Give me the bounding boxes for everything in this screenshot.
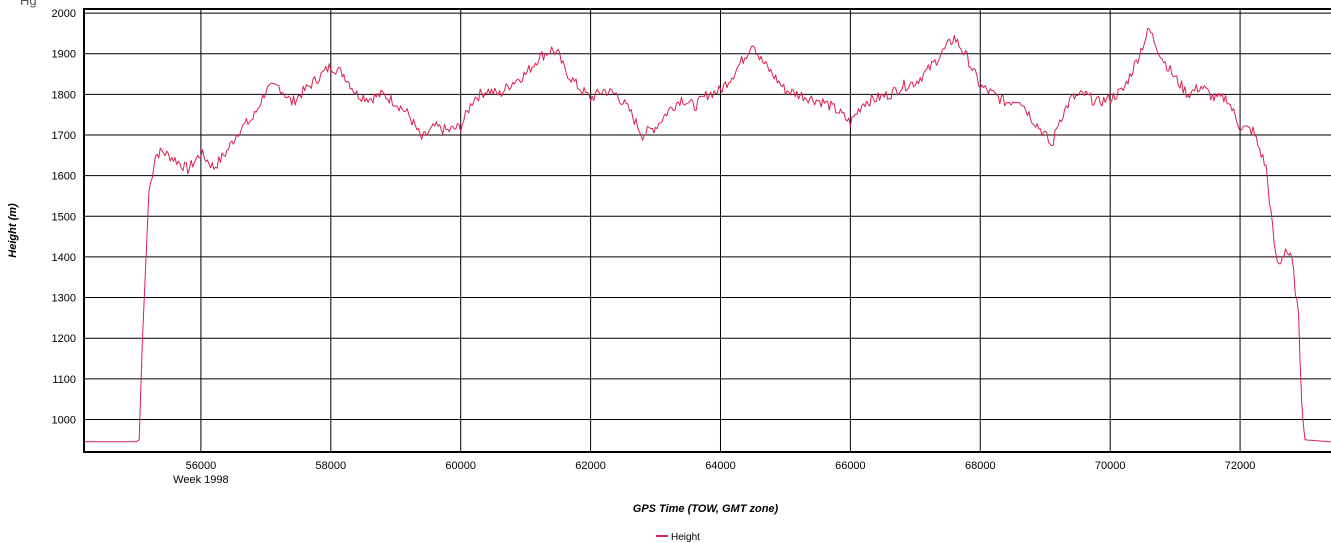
y-tick-label: 1400 xyxy=(52,252,76,264)
x-tick-label: 68000 xyxy=(965,460,996,472)
series-line-height xyxy=(84,28,1331,443)
x-tick-label: 64000 xyxy=(705,460,736,472)
y-tick-label: 1200 xyxy=(52,333,76,345)
y-tick-label: 1700 xyxy=(52,130,76,142)
corner-title-fragment: Hg xyxy=(20,0,37,8)
x-axis-week-label: Week 1998 xyxy=(173,474,228,486)
y-tick-label: 1900 xyxy=(52,49,76,61)
x-axis-title: GPS Time (TOW, GMT zone) xyxy=(633,503,779,515)
x-tick-label: 58000 xyxy=(316,460,347,472)
y-tick-label: 1000 xyxy=(52,414,76,426)
y-tick-label: 1600 xyxy=(52,171,76,183)
x-axis-ticks: 56000 58000 60000 62000 64000 66000 68000 70000… xyxy=(186,460,1256,472)
legend: Height xyxy=(656,532,700,543)
y-tick-label: 1100 xyxy=(52,374,76,386)
y-axis-title: Height (m) xyxy=(7,203,19,258)
y-tick-label: 1300 xyxy=(52,293,76,305)
legend-label-height: Height xyxy=(671,532,700,543)
x-tick-label: 56000 xyxy=(186,460,217,472)
x-tick-label: 70000 xyxy=(1095,460,1126,472)
x-tick-label: 62000 xyxy=(575,460,606,472)
x-tick-label: 66000 xyxy=(835,460,866,472)
y-axis-ticks: 1000 1100 1200 1300 1400 1500 1600 1700 1800 1900… xyxy=(52,8,76,426)
y-tick-label: 1800 xyxy=(52,89,76,101)
y-tick-label: 2000 xyxy=(52,8,76,20)
y-tick-label: 1500 xyxy=(52,211,76,223)
x-tick-label: 60000 xyxy=(445,460,476,472)
grid xyxy=(84,9,1331,452)
plot-frame xyxy=(83,8,1331,453)
series-layer xyxy=(84,28,1331,443)
x-tick-label: 72000 xyxy=(1225,460,1256,472)
